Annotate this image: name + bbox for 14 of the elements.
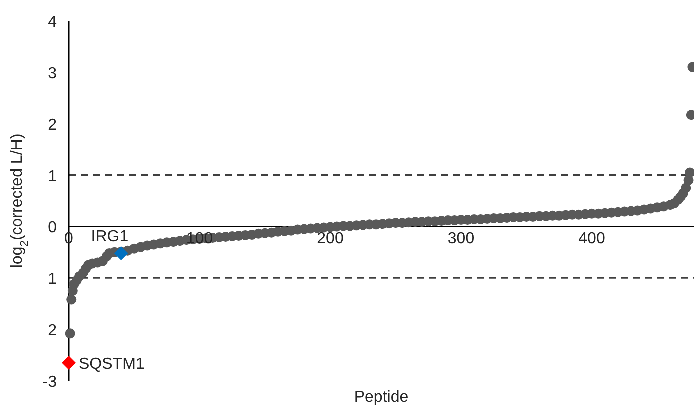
- y-tick-label: 2: [48, 116, 58, 134]
- y-tick-label: 4: [48, 14, 58, 31]
- y-tick-label: 2: [48, 322, 58, 340]
- x-axis-title: Peptide: [354, 389, 409, 406]
- series-label: SQSTM1: [79, 356, 145, 373]
- y-tick-label: 0: [48, 220, 58, 237]
- y-tick-label: -3: [42, 374, 58, 391]
- series-label: IRG1: [91, 228, 129, 246]
- x-tick-label: 300: [448, 230, 475, 248]
- x-tick-label: 400: [578, 230, 606, 248]
- y-tick-label: 1: [48, 168, 58, 186]
- y-tick-label: 3: [48, 65, 58, 82]
- x-tick-label: 200: [317, 230, 344, 248]
- y-tick-label: 1: [48, 271, 58, 288]
